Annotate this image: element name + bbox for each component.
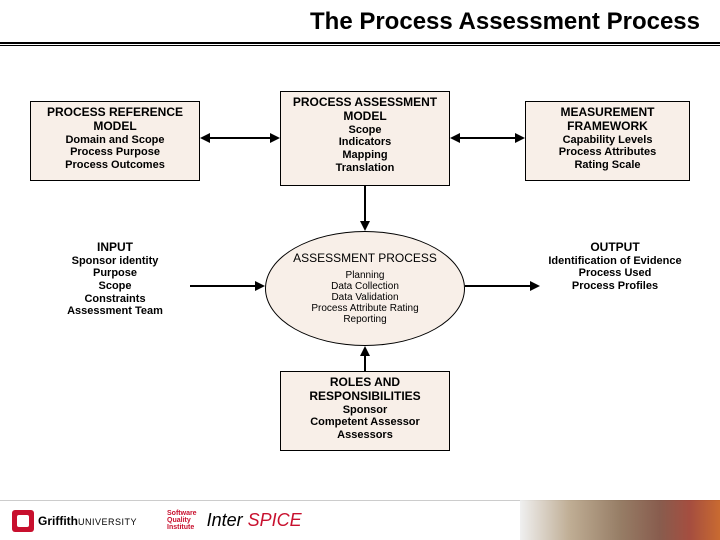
text-input: INPUT Sponsor identity Purpose Scope Con… bbox=[45, 241, 185, 318]
inter-text: Inter bbox=[207, 510, 243, 530]
ellipse-line: Reporting bbox=[270, 314, 460, 325]
box-process-reference-model: PROCESS REFERENCE MODEL Domain and Scope… bbox=[30, 101, 200, 181]
plain-line: Sponsor identity bbox=[45, 255, 185, 268]
box-roles-responsibilities: ROLES AND RESPONSIBILITIES Sponsor Compe… bbox=[280, 371, 450, 451]
griffith-text: GriffithUNIVERSITY bbox=[38, 514, 137, 528]
box-line: Process Attributes bbox=[530, 146, 685, 159]
interspice-label: Inter SPICE bbox=[207, 510, 302, 531]
box-line: Sponsor bbox=[285, 404, 445, 417]
box-title: ROLES AND RESPONSIBILITIES bbox=[285, 376, 445, 404]
plain-line: Assessment Team bbox=[45, 305, 185, 318]
box-line: Competent Assessor bbox=[285, 416, 445, 429]
title-bar: The Process Assessment Process bbox=[0, 0, 720, 40]
griffith-logo: GriffithUNIVERSITY bbox=[12, 510, 137, 532]
box-line: Scope bbox=[285, 124, 445, 137]
spice-text: SPICE bbox=[248, 510, 302, 530]
griffith-icon bbox=[12, 510, 34, 532]
plain-line: Constraints bbox=[45, 293, 185, 306]
plain-line: Process Used bbox=[545, 267, 685, 280]
plain-line: Identification of Evidence bbox=[545, 255, 685, 268]
sqi-line: Software bbox=[167, 510, 197, 517]
box-line: Process Purpose bbox=[35, 146, 195, 159]
plain-line: Purpose bbox=[45, 267, 185, 280]
box-line: Indicators bbox=[285, 136, 445, 149]
plain-title: INPUT bbox=[45, 241, 185, 255]
ellipse-line: Process Attribute Rating bbox=[270, 303, 460, 314]
plain-line: Scope bbox=[45, 280, 185, 293]
ellipse-assessment-process: ASSESSMENT PROCESS Planning Data Collect… bbox=[265, 231, 465, 346]
footer-image-strip bbox=[520, 500, 720, 540]
divider-thick bbox=[0, 42, 720, 44]
box-line: Process Outcomes bbox=[35, 159, 195, 172]
box-title: PROCESS ASSESSMENT MODEL bbox=[285, 96, 445, 124]
box-line: Capability Levels bbox=[530, 134, 685, 147]
box-line: Mapping bbox=[285, 149, 445, 162]
text-output: OUTPUT Identification of Evidence Proces… bbox=[545, 241, 685, 293]
box-line: Translation bbox=[285, 162, 445, 175]
footer: GriffithUNIVERSITY Software Quality Inst… bbox=[0, 500, 720, 540]
box-line: Assessors bbox=[285, 429, 445, 442]
diagram-canvas: PROCESS REFERENCE MODEL Domain and Scope… bbox=[0, 46, 720, 486]
sqi-line: Quality bbox=[167, 517, 197, 524]
box-line: Domain and Scope bbox=[35, 134, 195, 147]
plain-title: OUTPUT bbox=[545, 241, 685, 255]
box-line: Rating Scale bbox=[530, 159, 685, 172]
griffith-name: Griffith bbox=[38, 514, 78, 528]
box-process-assessment-model: PROCESS ASSESSMENT MODEL Scope Indicator… bbox=[280, 91, 450, 186]
sqi-line: Institute bbox=[167, 524, 197, 531]
ellipse-title: ASSESSMENT PROCESS bbox=[270, 252, 460, 265]
page-title: The Process Assessment Process bbox=[0, 8, 700, 36]
plain-line: Process Profiles bbox=[545, 280, 685, 293]
ellipse-line: Data Validation bbox=[270, 292, 460, 303]
ellipse-line: Planning bbox=[270, 270, 460, 281]
ellipse-line: Data Collection bbox=[270, 281, 460, 292]
box-title: MEASUREMENT FRAMEWORK bbox=[530, 106, 685, 134]
box-title: PROCESS REFERENCE MODEL bbox=[35, 106, 195, 134]
box-measurement-framework: MEASUREMENT FRAMEWORK Capability Levels … bbox=[525, 101, 690, 181]
sqi-label: Software Quality Institute bbox=[167, 510, 197, 531]
griffith-univ: UNIVERSITY bbox=[78, 517, 137, 527]
